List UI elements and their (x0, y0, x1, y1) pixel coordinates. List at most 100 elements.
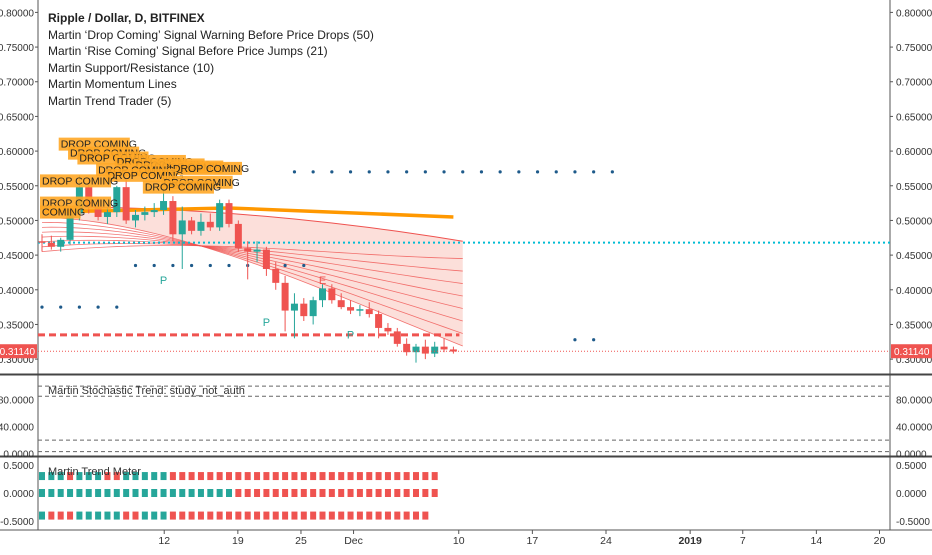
candle-body (244, 248, 252, 252)
meter-square (394, 472, 401, 481)
drop-coming-badge (105, 168, 177, 182)
support-dot (573, 170, 577, 174)
meter-square (160, 489, 167, 497)
meter-tick-left: -0.5000 (0, 517, 34, 528)
meter-square (244, 472, 251, 481)
stochastic-label[interactable]: Martin Stochastic Trend: study_not_auth (48, 385, 245, 397)
meter-tick-right: 0.5000 (896, 461, 927, 472)
candle-body (375, 314, 383, 328)
candle-body (300, 303, 308, 317)
indicator-trend-trader[interactable]: Martin Trend Trader (5) (48, 93, 172, 108)
meter-square (356, 489, 363, 497)
last-price-tag-left (0, 344, 37, 359)
meter-square (113, 511, 120, 520)
support-dot (302, 263, 306, 268)
price-tick-label-right: 0.60000 (896, 147, 932, 158)
support-dot (442, 170, 446, 174)
time-tick-label: 10 (453, 535, 465, 547)
candle-body (132, 214, 139, 221)
meter-square (151, 472, 158, 481)
candle-body (421, 346, 429, 354)
indicator-support-resistance[interactable]: Martin Support/Resistance (10) (48, 60, 215, 75)
momentum-line (41, 243, 463, 272)
candle-body (38, 241, 46, 243)
meter-square (235, 472, 242, 481)
support-dot (517, 170, 521, 174)
candle-body (225, 203, 233, 224)
candle-body (309, 300, 317, 317)
meter-square (384, 511, 391, 520)
meter-square (235, 489, 242, 497)
meter-square (272, 472, 279, 481)
stochastic-tick-left: 40.0000 (0, 423, 34, 434)
support-dot (133, 263, 138, 268)
meter-square (95, 511, 102, 520)
meter-tick-right: 0.0000 (896, 489, 927, 500)
support-dot (227, 263, 231, 268)
meter-square (197, 472, 204, 481)
meter-square (356, 511, 363, 520)
meter-square (422, 489, 429, 497)
meter-square (207, 489, 214, 497)
meter-square (39, 472, 45, 481)
meter-square (263, 472, 270, 481)
meter-square (113, 472, 120, 481)
price-tick-label-right: 0.80000 (896, 8, 932, 19)
meter-square (132, 511, 139, 520)
candle-body (122, 187, 130, 221)
meter-square (226, 489, 232, 497)
meter-square (347, 472, 354, 481)
time-tick-label: 17 (527, 535, 539, 547)
stochastic-tick-right: 80.0000 (896, 396, 932, 407)
price-tick-label-left: 0.40000 (0, 286, 34, 297)
meter-square (160, 511, 167, 520)
price-tick-label-right: 0.35000 (896, 320, 932, 331)
meter-square (151, 511, 158, 520)
drop-coming-badge (170, 161, 242, 175)
symbol-title[interactable]: Ripple / Dollar, D, BITFINEX (48, 11, 205, 25)
meter-square (226, 511, 232, 520)
candle-body (431, 346, 439, 354)
support-dot (535, 170, 540, 174)
meter-square (254, 472, 261, 481)
indicator-momentum-lines[interactable]: Martin Momentum Lines (48, 77, 177, 91)
candle-body (347, 307, 355, 311)
meter-square (319, 472, 326, 481)
indicator-rise-coming[interactable]: Martin ‘Rise Coming’ Signal Before Price… (48, 44, 328, 58)
candle-body (169, 201, 177, 235)
price-tick-label-left: 0.50000 (0, 216, 34, 227)
meter-square (160, 472, 167, 481)
meter-square (48, 489, 55, 497)
price-tick-label-right: 0.70000 (896, 78, 932, 89)
meter-square (375, 472, 382, 481)
meter-square (216, 511, 223, 520)
candle-body (262, 249, 270, 269)
meter-square (300, 489, 307, 497)
support-dot (405, 170, 409, 174)
stochastic-tick-left: 80.0000 (0, 396, 34, 407)
meter-square (413, 472, 419, 481)
indicator-drop-coming[interactable]: Martin ‘Drop Coming’ Signal Warning Befo… (48, 27, 374, 42)
time-tick-label: 25 (295, 535, 307, 547)
meter-square (366, 511, 373, 520)
meter-square (123, 511, 130, 520)
last-price-label-left: 0.31140 (0, 347, 35, 358)
time-tick-label: 24 (600, 535, 612, 547)
support-dot (171, 263, 175, 268)
candle-body (206, 221, 214, 228)
meter-square (366, 472, 373, 481)
candle-body (328, 288, 336, 301)
support-dot (208, 263, 212, 268)
meter-square (104, 472, 111, 481)
time-tick-label: 14 (811, 535, 823, 547)
price-tick-label-right: 0.30000 (896, 355, 932, 366)
trend-meter-label[interactable]: Martin Trend Meter (48, 466, 141, 478)
support-dot (573, 338, 577, 342)
meter-square (291, 511, 298, 520)
candle-body (234, 223, 242, 249)
meter-square (141, 472, 148, 481)
meter-square (310, 489, 317, 497)
signal-marker: P (347, 329, 354, 341)
